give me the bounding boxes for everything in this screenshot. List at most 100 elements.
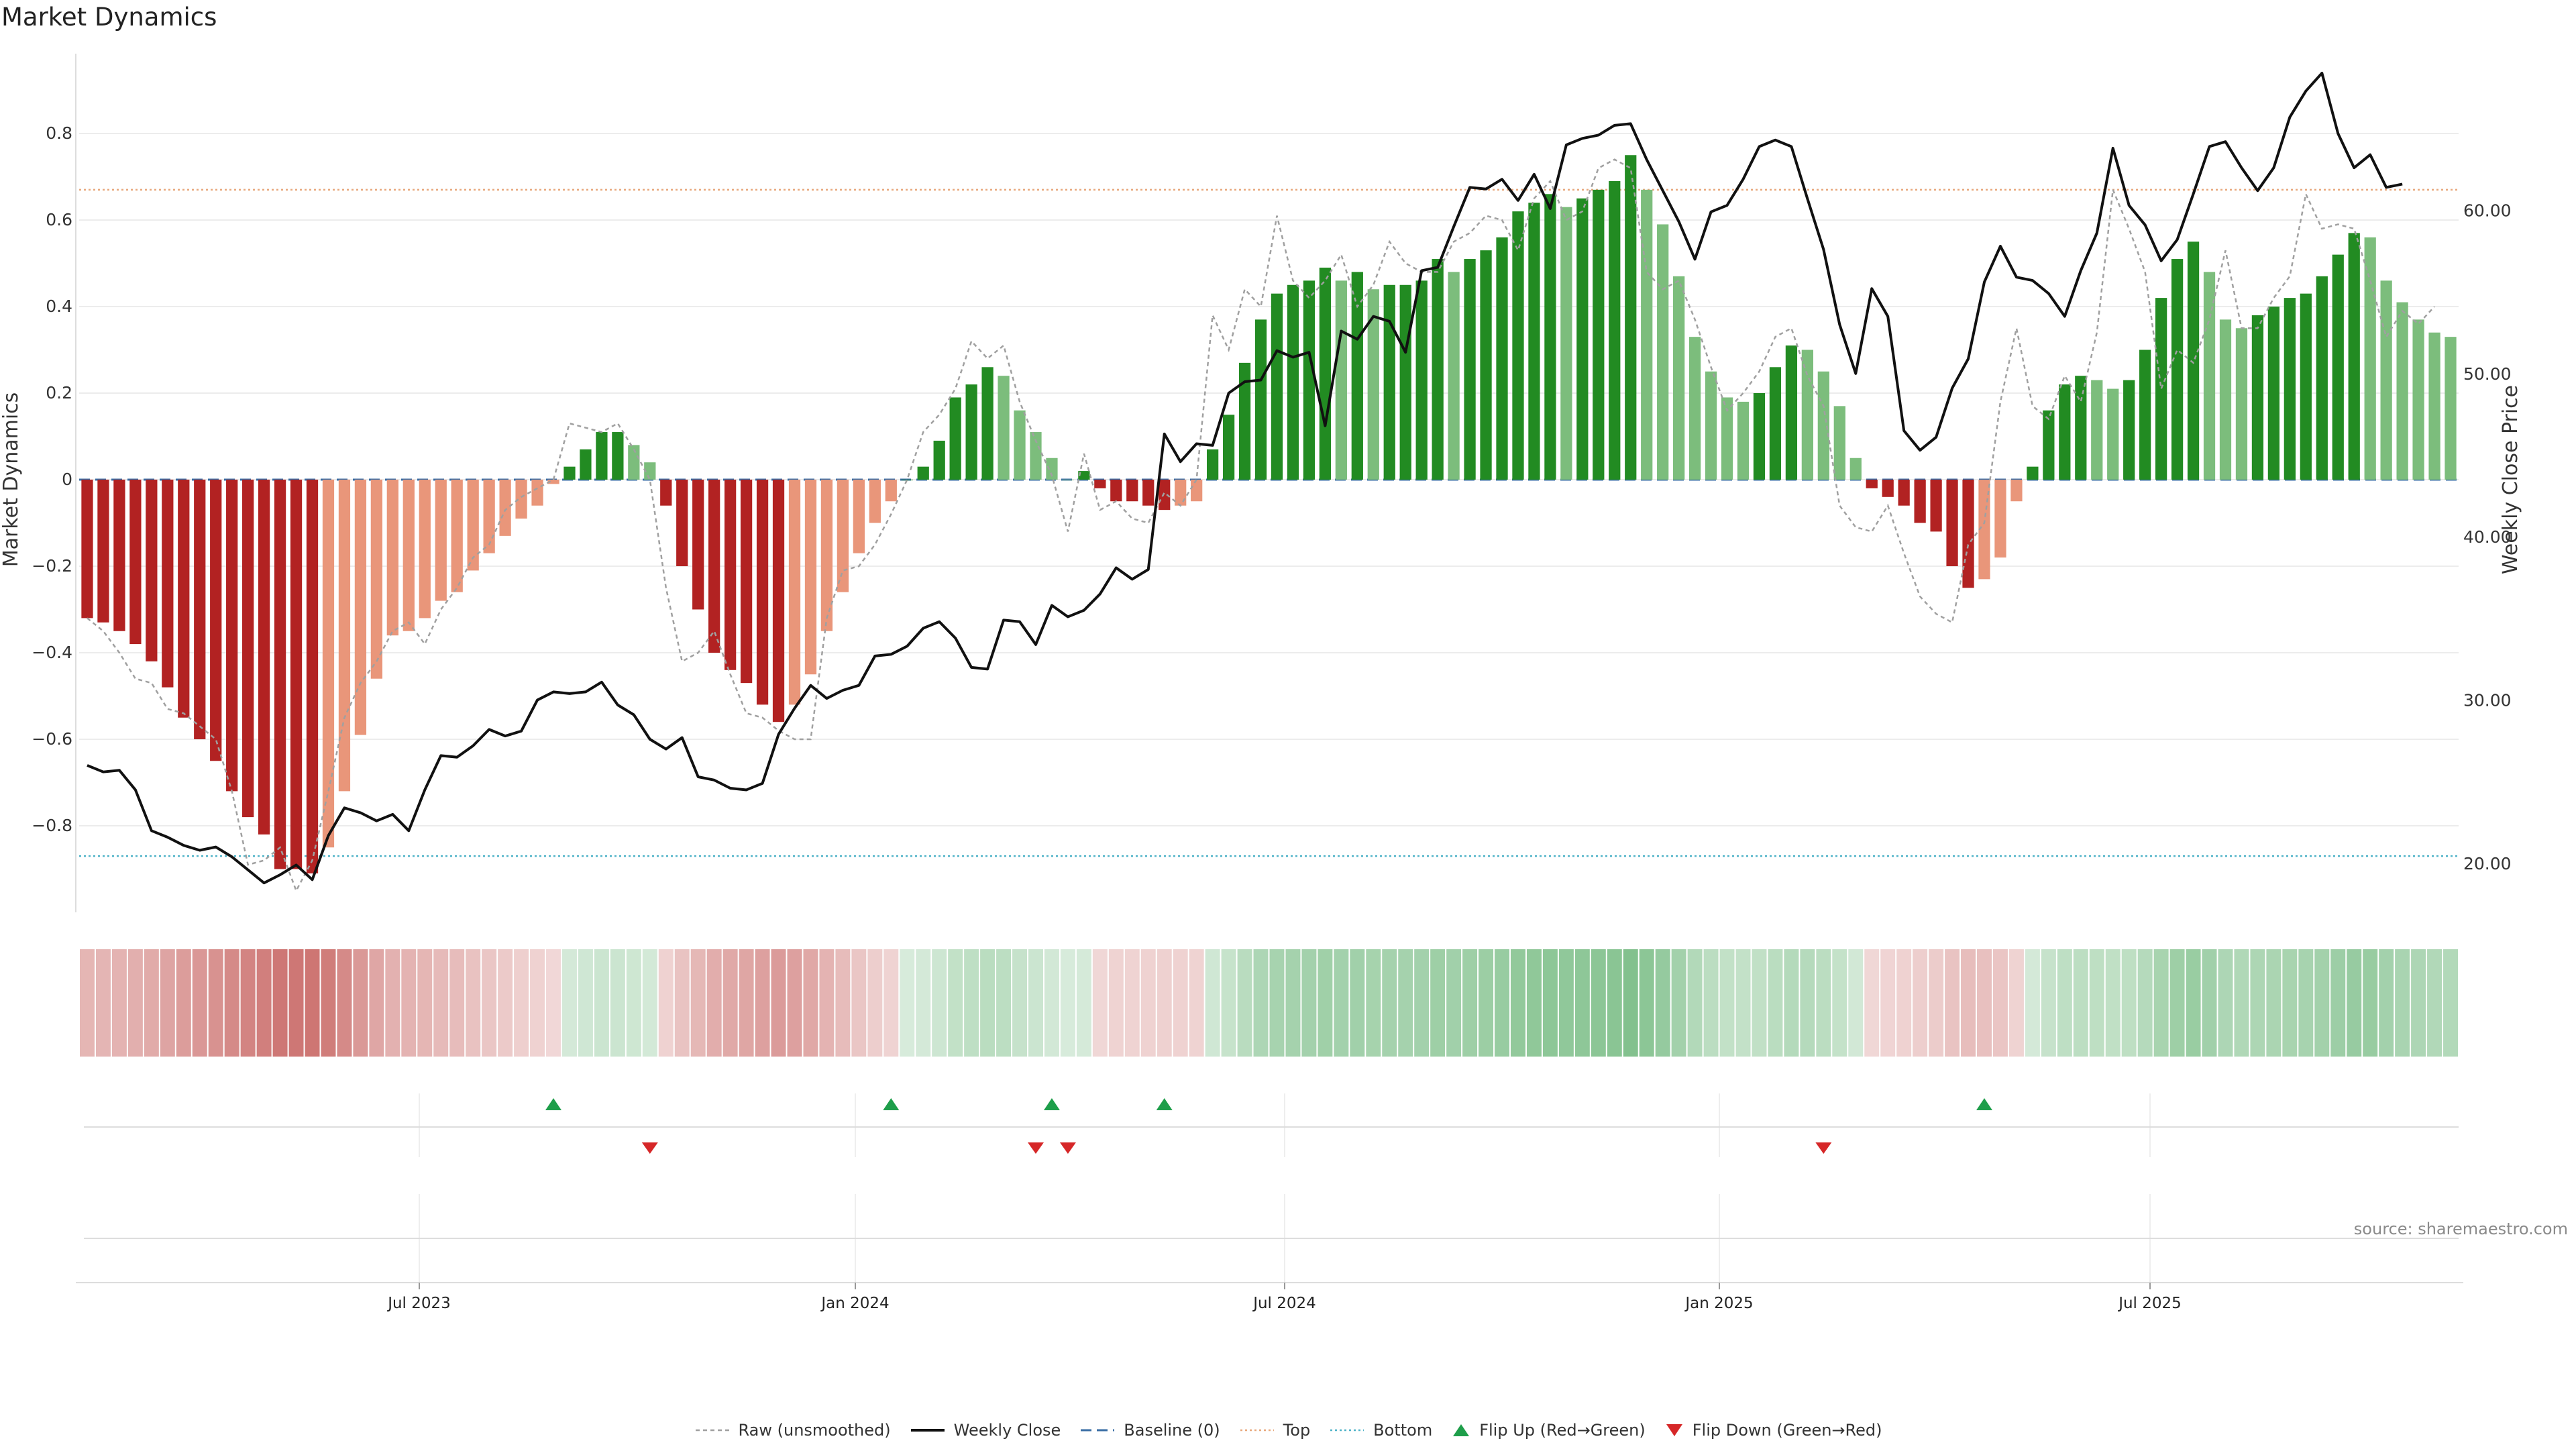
- momentum-bar: [644, 462, 656, 480]
- heat-cell: [305, 949, 320, 1057]
- momentum-bar: [1609, 180, 1621, 480]
- y-tick-left: 0.6: [46, 210, 72, 229]
- heat-cell: [1028, 949, 1043, 1057]
- heat-cell: [1157, 949, 1172, 1057]
- heat-cell: [1913, 949, 1928, 1057]
- heat-cell: [2169, 949, 2185, 1057]
- legend-item-bottom: Bottom: [1329, 1421, 1432, 1440]
- heat-cell: [433, 949, 449, 1057]
- momentum-bar: [1673, 276, 1685, 480]
- momentum-bar: [1351, 272, 1363, 480]
- legend: Raw (unsmoothed) Weekly Close Baseline (…: [0, 1421, 2576, 1440]
- momentum-bar: [354, 480, 367, 735]
- momentum-bar: [564, 466, 576, 480]
- heat-cell: [771, 949, 786, 1057]
- heat-cell: [787, 949, 802, 1057]
- momentum-bar: [2075, 376, 2087, 480]
- momentum-bar: [467, 480, 479, 571]
- momentum-bar: [1593, 189, 1605, 480]
- legend-item-top: Top: [1239, 1421, 1310, 1440]
- heat-cell: [2234, 949, 2249, 1057]
- gridlines: [79, 133, 2459, 826]
- heat-cell: [111, 949, 127, 1057]
- momentum-bar: [2332, 254, 2344, 480]
- momentum-bar: [2267, 307, 2280, 480]
- momentum-bar: [1914, 480, 1926, 523]
- momentum-bar: [1287, 284, 1299, 480]
- legend-label-bottom: Bottom: [1373, 1421, 1433, 1440]
- heat-cell: [610, 949, 625, 1057]
- momentum-bar: [2251, 315, 2264, 480]
- momentum-bar: [2316, 276, 2328, 480]
- heat-cell: [2025, 949, 2040, 1057]
- heat-cell: [819, 949, 835, 1057]
- momentum-bar: [97, 480, 109, 623]
- momentum-bar: [1641, 189, 1653, 480]
- flip-up-marker: [1043, 1098, 1060, 1110]
- heat-cell: [594, 949, 609, 1057]
- momentum-bar: [2300, 293, 2312, 480]
- momentum-bar: [1560, 207, 1572, 480]
- momentum-bar: [1046, 458, 1058, 480]
- heat-cell: [1189, 949, 1204, 1057]
- heat-cell: [2411, 949, 2426, 1057]
- heat-cell: [1237, 949, 1252, 1057]
- heat-cell: [546, 949, 561, 1057]
- heat-cell: [353, 949, 368, 1057]
- momentum-bar: [998, 376, 1010, 480]
- momentum-bar: [692, 480, 704, 610]
- heat-cell: [1350, 949, 1365, 1057]
- heat-cell: [1687, 949, 1703, 1057]
- heat-cell: [1752, 949, 1767, 1057]
- flip-up-marker: [883, 1098, 900, 1110]
- momentum-bar: [306, 480, 319, 873]
- y-axis-label-left: Market Dynamics: [0, 392, 23, 568]
- momentum-bar: [740, 480, 753, 684]
- heat-cell: [1140, 949, 1156, 1057]
- momentum-bar: [2123, 380, 2135, 480]
- heat-cell: [1044, 949, 1059, 1057]
- heat-cell: [2202, 949, 2217, 1057]
- heat-cell: [127, 949, 143, 1057]
- momentum-bar: [129, 480, 142, 645]
- momentum-bar: [1769, 367, 1782, 480]
- heat-cell: [288, 949, 304, 1057]
- heat-cell: [224, 949, 239, 1057]
- momentum-bar: [1191, 480, 1203, 502]
- heat-cell: [2443, 949, 2458, 1057]
- heat-cell: [2427, 949, 2443, 1057]
- heat-cell: [208, 949, 223, 1057]
- momentum-bar: [1142, 480, 1155, 506]
- momentum-bar: [2428, 332, 2440, 480]
- heat-cell: [1945, 949, 1960, 1057]
- heat-cell: [948, 949, 963, 1057]
- heat-cell: [1542, 949, 1558, 1057]
- momentum-bar: [2043, 410, 2055, 480]
- momentum-bar: [820, 480, 833, 631]
- momentum-bar: [2010, 480, 2023, 502]
- heat-cell: [1108, 949, 1124, 1057]
- momentum-bar: [402, 480, 415, 631]
- momentum-bar: [676, 480, 688, 566]
- heat-cell: [867, 949, 883, 1057]
- heat-cell: [578, 949, 593, 1057]
- momentum-bar: [2219, 319, 2232, 480]
- heat-cell: [996, 949, 1012, 1057]
- heat-cell: [1961, 949, 1976, 1057]
- momentum-bar: [1335, 280, 1347, 480]
- momentum-bar: [2187, 241, 2200, 480]
- momentum-bar: [1110, 480, 1122, 502]
- heat-cell: [2153, 949, 2169, 1057]
- heat-cell: [385, 949, 400, 1057]
- heat-cell: [642, 949, 657, 1057]
- momentum-bar: [804, 480, 817, 675]
- heat-cell: [1398, 949, 1413, 1057]
- heat-cell: [176, 949, 191, 1057]
- momentum-bar: [386, 480, 398, 636]
- heat-cell: [2137, 949, 2153, 1057]
- heat-cell: [2250, 949, 2265, 1057]
- momentum-bar: [499, 480, 511, 536]
- heat-cell: [1896, 949, 1912, 1057]
- heat-cell: [1623, 949, 1638, 1057]
